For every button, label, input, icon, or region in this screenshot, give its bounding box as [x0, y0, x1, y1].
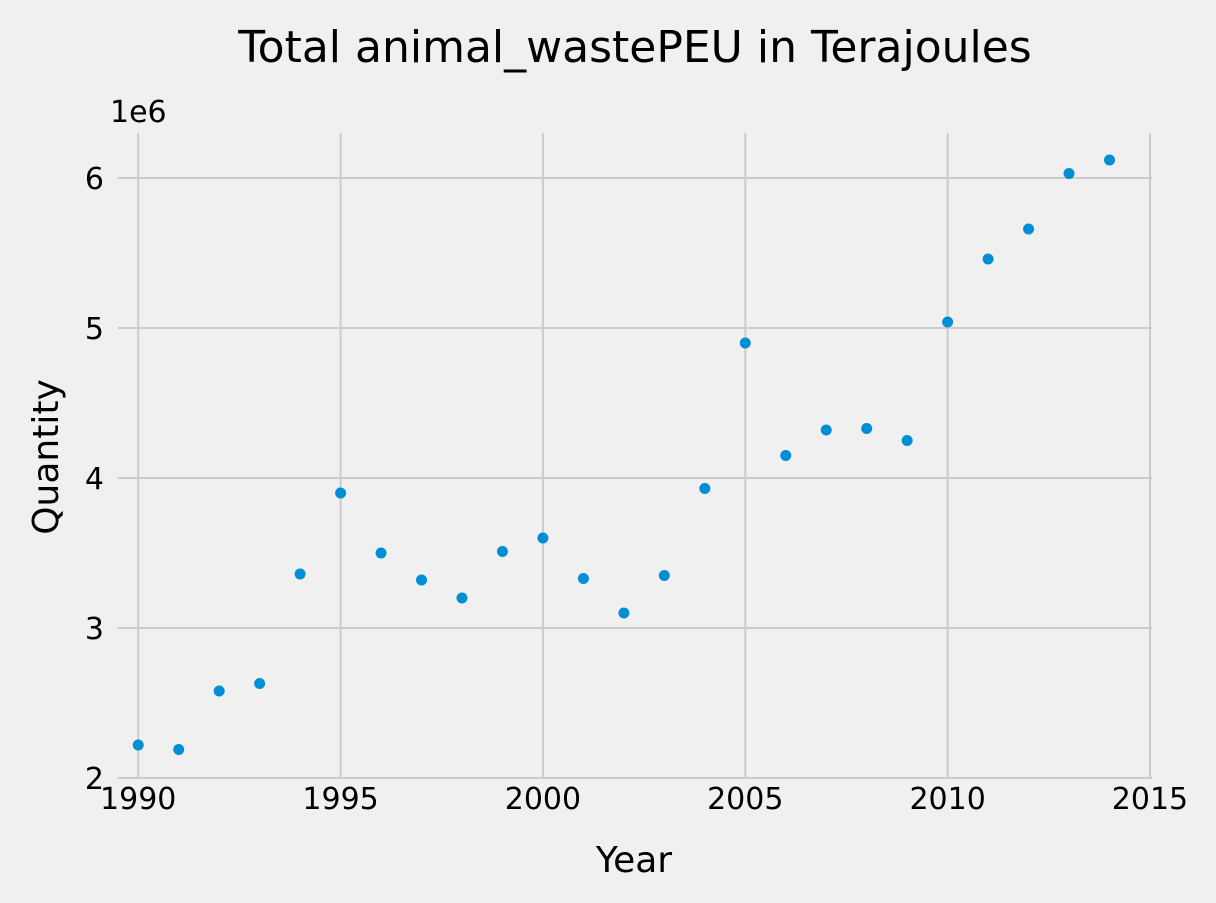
y-tick-label: 5 — [85, 312, 104, 347]
data-point — [1063, 168, 1075, 179]
data-point — [173, 744, 185, 755]
data-point — [618, 607, 630, 619]
x-tick-label: 2000 — [505, 782, 581, 817]
y-tick-label: 6 — [85, 162, 104, 197]
data-point — [577, 573, 589, 584]
data-point — [456, 592, 468, 604]
chart-title: Total animal_wastePEU in Terajoules — [237, 22, 1031, 73]
data-point — [780, 450, 792, 461]
data-point — [335, 487, 347, 499]
y-tick-label: 4 — [85, 462, 104, 497]
x-axis-label: Year — [595, 840, 672, 881]
y-axis-offset-label: 1e6 — [110, 95, 167, 130]
data-point — [1023, 223, 1035, 235]
data-point — [658, 570, 670, 581]
grid-lines — [118, 133, 1152, 779]
data-point — [375, 547, 387, 559]
y-axis-label: Quantity — [26, 379, 67, 535]
data-points — [132, 154, 1116, 755]
tick-labels: 1990 1995 2000 2005 2010 2015 2 3 4 5 6 — [85, 162, 1188, 817]
data-point — [901, 435, 913, 446]
x-tick-label: 1995 — [302, 782, 378, 817]
y-tick-label: 3 — [85, 612, 104, 647]
data-point — [1104, 154, 1116, 166]
data-point — [537, 532, 549, 544]
x-tick-label: 2010 — [909, 782, 985, 817]
data-point — [942, 316, 954, 328]
data-point — [496, 546, 508, 557]
y-tick-label: 2 — [85, 762, 104, 797]
data-point — [416, 574, 428, 586]
data-point — [254, 678, 266, 689]
data-point — [213, 685, 225, 697]
data-point — [820, 424, 832, 436]
data-point — [861, 423, 873, 434]
data-point — [982, 253, 994, 265]
x-tick-label: 2015 — [1112, 782, 1188, 817]
data-point — [699, 483, 711, 494]
x-tick-label: 1990 — [100, 782, 176, 817]
data-point — [294, 568, 306, 580]
x-tick-label: 2005 — [707, 782, 783, 817]
data-point — [132, 739, 144, 751]
data-point — [739, 337, 751, 349]
